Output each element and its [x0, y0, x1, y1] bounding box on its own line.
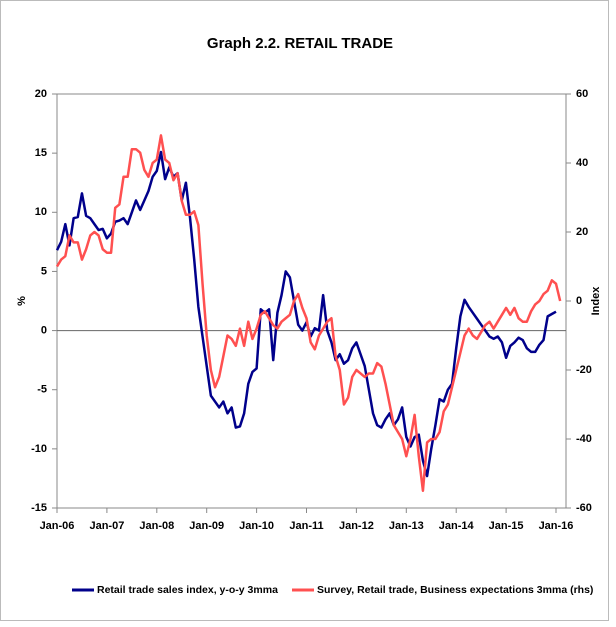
y-tick-label: -10: [31, 443, 47, 455]
series-line: [55, 134, 562, 492]
y-axis-label: %: [16, 296, 28, 306]
y2-tick-label: -60: [576, 502, 592, 514]
y2-tick-label: -20: [576, 364, 592, 376]
y2-tick-label: 40: [576, 157, 588, 169]
y-tick-label: -5: [37, 384, 47, 396]
series-line: [55, 150, 557, 478]
y2-tick-label: -40: [576, 433, 592, 445]
y2-axis-label: Index: [590, 286, 602, 316]
x-tick-label: Jan-09: [189, 520, 224, 532]
y-tick-label: 5: [41, 265, 47, 277]
x-tick-label: Jan-13: [389, 520, 424, 532]
x-tick-label: Jan-15: [489, 520, 524, 532]
y-tick-label: 0: [41, 324, 47, 336]
x-tick-label: Jan-10: [239, 520, 274, 532]
y2-tick-label: 60: [576, 88, 588, 100]
x-tick-label: Jan-06: [40, 520, 75, 532]
y-tick-label: -15: [31, 502, 47, 514]
y2-tick-label: 20: [576, 226, 588, 238]
legend-label: Survey, Retail trade, Business expectati…: [317, 584, 593, 596]
x-tick-label: Jan-11: [289, 520, 323, 532]
y2-tick-label: 0: [576, 295, 582, 307]
y-tick-label: 10: [35, 206, 47, 218]
x-tick-label: Jan-14: [439, 520, 475, 532]
chart-title: Graph 2.2. RETAIL TRADE: [207, 35, 393, 52]
chart-border: [0, 0, 609, 621]
x-tick-label: Jan-12: [339, 520, 374, 532]
x-tick-label: Jan-07: [89, 520, 124, 532]
y-tick-label: 15: [35, 147, 47, 159]
y-tick-label: 20: [35, 88, 47, 100]
x-tick-label: Jan-16: [539, 520, 574, 532]
plot-area: [56, 93, 567, 509]
legend-label: Retail trade sales index, y-o-y 3mma: [97, 584, 278, 596]
x-tick-label: Jan-08: [139, 520, 174, 532]
